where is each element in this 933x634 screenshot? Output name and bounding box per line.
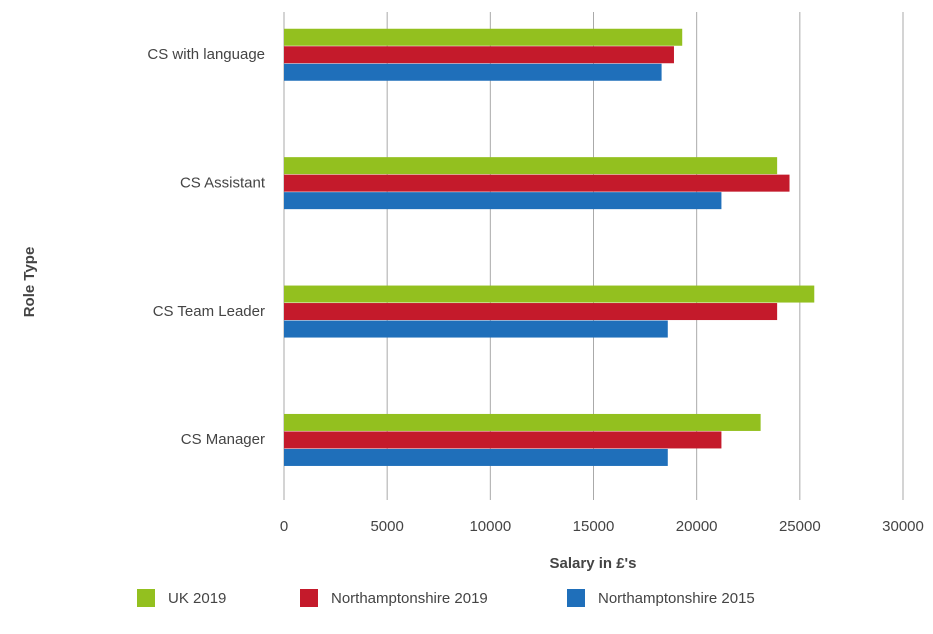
x-tick-label: 25000 — [779, 518, 821, 535]
bar — [284, 28, 683, 46]
legend-swatch — [137, 589, 155, 607]
bar — [284, 157, 778, 175]
bar — [284, 63, 662, 81]
bar — [284, 413, 761, 431]
y-tick-label: CS Assistant — [180, 174, 266, 191]
legend-swatch — [300, 589, 318, 607]
bar — [284, 174, 790, 192]
x-tick-label: 20000 — [676, 518, 718, 535]
y-tick-label: CS with language — [147, 46, 265, 63]
bar — [284, 46, 674, 64]
bar — [284, 303, 778, 321]
bar — [284, 285, 815, 303]
legend-label: Northamptonshire 2019 — [331, 590, 488, 607]
x-tick-label: 30000 — [882, 518, 924, 535]
y-axis-label: Role Type — [21, 247, 38, 318]
x-tick-label: 5000 — [370, 518, 403, 535]
legend-swatch — [567, 589, 585, 607]
x-axis-label: Salary in £'s — [550, 555, 637, 572]
bar — [284, 431, 722, 449]
legend-label: UK 2019 — [168, 590, 226, 607]
y-tick-label: CS Manager — [181, 431, 265, 448]
y-tick-label: CS Team Leader — [153, 303, 265, 320]
legend-label: Northamptonshire 2015 — [598, 590, 755, 607]
x-tick-label: 15000 — [573, 518, 615, 535]
bar — [284, 448, 668, 466]
bar — [284, 320, 668, 338]
x-tick-label: 10000 — [469, 518, 511, 535]
bar — [284, 192, 722, 210]
x-tick-label: 0 — [280, 518, 288, 535]
